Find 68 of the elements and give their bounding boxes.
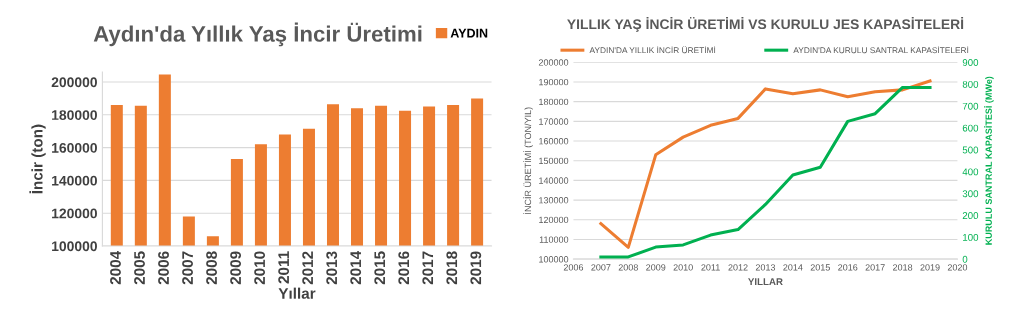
y-tick-label: 140000 [52,175,97,186]
y2-tick-label: 300 [962,190,979,198]
x-tick-label: 2007 [591,264,611,271]
y2-tick-label: 600 [962,124,979,132]
y-axis-title: İNCİR ÜRETİMİ (TON/YIL) [523,107,533,214]
x-axis-title: YILLAR [748,278,783,285]
x-tick-label: 2016 [398,251,410,285]
legend-label: AYDIN'DA YILLIK İNCİR ÜRETİMİ [589,45,716,54]
x-tick-label: 2014 [350,250,362,285]
x-tick-label: 2007 [182,251,193,285]
y2-tick-label: 900 [962,59,979,66]
y-tick-label: 200000 [538,59,569,66]
y-tick-label: 190000 [539,78,569,86]
x-tick-label: 2015 [810,264,830,271]
y-tick-label: 180000 [539,98,569,106]
x-tick-label: 2009 [646,264,666,271]
x-tick-label: 2010 [673,264,693,271]
x-tick-label: 2020 [947,264,968,271]
x-tick-label: 2019 [920,264,940,271]
y-tick-label: 100000 [52,241,97,252]
y2-tick-label: 500 [962,146,979,154]
y-tick-label: 130000 [539,197,569,204]
x-tick-label: 2012 [728,264,748,271]
y-tick-label: 180000 [52,110,97,120]
x-tick-label: 2008 [618,264,638,271]
x-tick-label: 2006 [158,251,169,285]
x-tick-label: 2014 [783,264,803,271]
x-tick-label: 2011 [278,251,290,284]
y-tick-label: 120000 [52,208,97,219]
y-tick-label: 110000 [539,236,569,243]
x-tick-label: 2017 [865,264,885,271]
y-tick-label: 150000 [539,157,569,165]
x-tick-label: 2012 [302,251,314,285]
x-tick-label: 2008 [206,251,217,285]
x-tick-label: 2019 [470,251,482,285]
y-tick-label: 160000 [539,138,569,145]
y-tick-label: 140000 [539,177,569,184]
x-tick-label: 2016 [838,264,858,271]
y-tick-label: 160000 [52,142,97,153]
y2-tick-label: 0 [962,255,968,263]
legend-label: AYDIN [450,28,488,38]
x-tick-label: 2013 [326,251,338,285]
x-tick-label: 2006 [563,264,584,271]
x-tick-label: 2004 [110,250,121,285]
y-tick-label: 100000 [539,256,569,263]
legend-label: AYDIN'DA KURULU SANTRAL KAPASİTELERİ [793,45,969,54]
x-tick-label: 2018 [893,264,913,271]
chart-title: Aydın'da Yıllık Yaş İncir Üretimi [93,22,422,47]
x-axis-title: Yıllar [278,287,316,299]
y2-axis-title: KURULU SANTRAL KAPASİTESİ (MWe) [984,76,994,245]
x-tick-label: 2005 [134,251,145,285]
y2-tick-label: 400 [962,168,979,176]
y-tick-label: 170000 [539,118,569,125]
x-tick-label: 2017 [422,251,434,285]
x-tick-label: 2011 [701,264,720,271]
chart-title: YILLIK YAŞ İNCİR ÜRETİMİ VS KURULU JES KAPASİTELERİ [567,17,964,32]
y2-tick-label: 200 [962,212,979,220]
x-tick-label: 2013 [755,264,776,271]
y2-tick-label: 700 [962,102,979,110]
y-tick-label: 120000 [539,216,569,224]
x-tick-label: 2015 [374,251,386,285]
y2-tick-label: 800 [962,80,979,88]
y2-tick-label: 100 [963,233,979,241]
y-axis-title: İncir (ton) [29,124,46,194]
x-tick-label: 2010 [254,251,266,285]
x-tick-label: 2009 [230,251,242,285]
y-tick-label: 200000 [51,77,97,88]
x-tick-label: 2018 [446,251,458,285]
